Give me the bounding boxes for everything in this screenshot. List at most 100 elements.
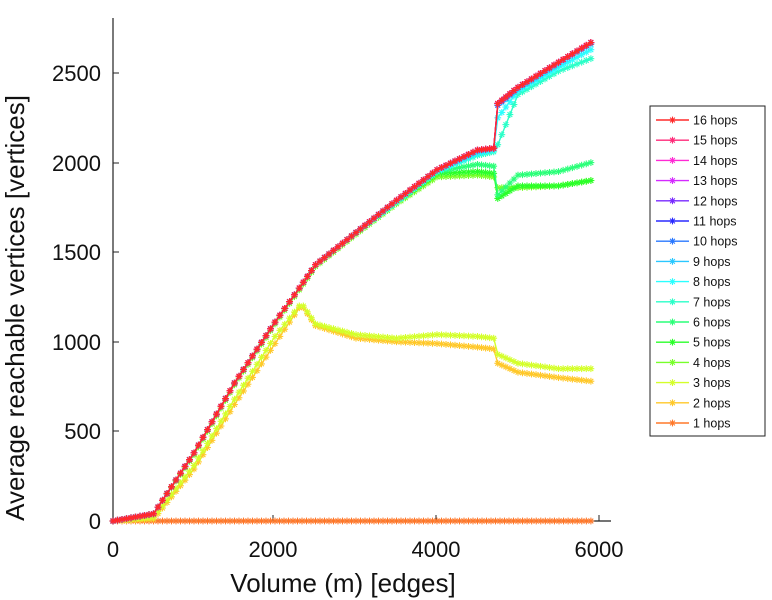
data-point (429, 169, 436, 177)
series-13-hops (109, 39, 595, 525)
legend-label: 12 hops (693, 194, 737, 208)
x-axis-title: Volume (m) [edges] (230, 568, 455, 598)
data-point (393, 196, 400, 204)
data-point (460, 342, 468, 350)
data-point (109, 517, 117, 525)
data-point (550, 61, 558, 69)
data-point (532, 362, 540, 370)
data-point (587, 39, 595, 46)
data-point (519, 360, 526, 368)
data-point (424, 173, 432, 180)
data-point (560, 517, 567, 525)
data-point (415, 332, 423, 340)
data-point (307, 517, 315, 525)
data-point (510, 175, 518, 183)
data-point (262, 346, 270, 354)
data-point (253, 360, 261, 368)
data-point (357, 225, 364, 233)
data-point (352, 331, 360, 339)
data-point (587, 377, 595, 385)
data-point (402, 190, 409, 197)
data-point (343, 328, 351, 336)
data-point (195, 454, 202, 462)
legend-item: 15 hops (656, 134, 737, 148)
legend: 16 hops 15 hops 14 hops 13 hops 12 hops 11 ho… (649, 105, 766, 437)
data-point (276, 517, 283, 525)
plot-area: 0 2000 4000 6000 0 500 1000 1500 2000 25… (52, 18, 623, 562)
data-point (564, 165, 572, 173)
legend-marker (669, 177, 676, 184)
series-7-hops (109, 55, 595, 525)
data-point (226, 403, 234, 410)
data-point (321, 254, 328, 261)
data-point (262, 517, 270, 525)
data-point (123, 515, 130, 523)
y-tick-label: 2500 (52, 61, 101, 86)
series-2-hops (109, 304, 595, 525)
data-point (578, 365, 586, 373)
legend-item: 8 hops (656, 275, 731, 289)
data-point (469, 332, 477, 340)
data-point (127, 514, 135, 522)
data-point (514, 359, 522, 367)
data-point (291, 291, 298, 299)
data-point (370, 332, 378, 340)
series-10-hops (109, 39, 595, 525)
data-point (546, 364, 553, 371)
data-point (267, 346, 274, 354)
data-point (519, 81, 526, 88)
data-point (258, 338, 265, 346)
legend-item: 6 hops (656, 316, 731, 330)
data-point (343, 236, 351, 244)
data-point (514, 368, 522, 376)
legend-item: 1 hops (656, 417, 731, 431)
data-point (361, 332, 369, 339)
data-point (528, 370, 535, 378)
data-point (325, 517, 333, 525)
data-point (186, 517, 193, 525)
data-point (186, 456, 193, 464)
data-point (249, 367, 256, 375)
data-point (514, 182, 522, 190)
legend-label: 5 hops (693, 336, 731, 350)
legend-label: 14 hops (693, 154, 737, 168)
data-point (573, 60, 581, 68)
data-point (339, 327, 346, 335)
series-line (112, 43, 592, 522)
legend-marker (669, 419, 676, 427)
y-tick-label: 0 (89, 509, 101, 534)
data-point (582, 160, 590, 168)
data-point (199, 433, 207, 441)
data-point (375, 211, 382, 218)
data-point (308, 314, 315, 322)
x-ticks: 0 2000 4000 6000 (107, 515, 623, 562)
data-point (258, 353, 265, 361)
series-11-hops (109, 39, 595, 525)
data-point (208, 418, 216, 426)
data-point (474, 517, 481, 525)
data-point (308, 267, 315, 274)
data-point (397, 193, 405, 201)
data-point (573, 163, 581, 170)
data-point (537, 371, 544, 379)
data-point (204, 426, 211, 434)
data-point (361, 517, 369, 525)
data-point (433, 331, 441, 339)
data-point (267, 339, 274, 347)
data-point (213, 410, 220, 418)
data-point (573, 179, 581, 187)
data-point (555, 374, 562, 382)
series-line (112, 41, 592, 522)
data-point (411, 183, 418, 191)
data-point (163, 490, 171, 497)
data-point (541, 67, 549, 75)
data-point (286, 298, 293, 306)
data-point (506, 179, 514, 187)
data-point (578, 44, 586, 52)
data-point (217, 402, 225, 410)
data-point (502, 93, 510, 101)
legend-label: 4 hops (693, 356, 731, 370)
data-point (498, 109, 506, 116)
y-ticks: 0 500 1000 1500 2000 2500 (52, 61, 119, 534)
data-point (528, 170, 535, 178)
